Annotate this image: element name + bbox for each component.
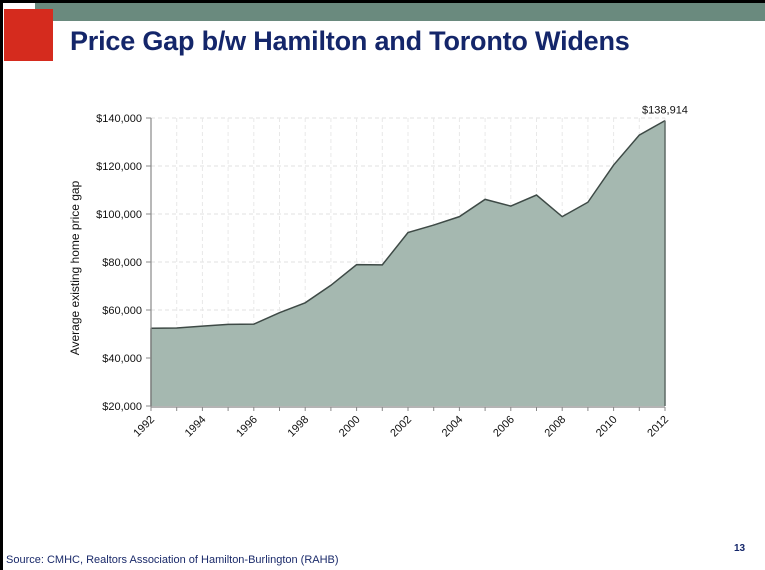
annotations: $138,914	[642, 105, 688, 117]
x-tick-label: 2008	[543, 414, 569, 440]
page-number: 13	[734, 543, 746, 554]
y-tick-label: $80,000	[102, 257, 142, 269]
y-tick-label: $120,000	[96, 161, 142, 173]
x-tick-label: 1998	[286, 414, 312, 440]
area-series	[150, 119, 666, 407]
x-tick-label: 2006	[491, 414, 517, 440]
accent-square	[4, 9, 53, 61]
area-fill	[151, 120, 665, 407]
y-axis-ticks: $20,000 $40,000 $60,000 $80,000 $100,000 $120…	[96, 113, 151, 413]
y-tick-label: $20,000	[102, 401, 142, 413]
x-tick-label: 2010	[594, 414, 620, 440]
source-note: Source: CMHC, Realtors Association of Ha…	[6, 554, 339, 566]
x-tick-label: 2012	[645, 414, 671, 440]
header-band	[35, 3, 765, 21]
x-tick-label: 1994	[183, 414, 209, 440]
y-tick-label: $140,000	[96, 113, 142, 125]
y-tick-label: $40,000	[102, 353, 142, 365]
x-tick-label: 1996	[234, 414, 260, 440]
y-axis-title: Average existing home price gap	[68, 180, 82, 355]
x-axis-ticks: 1992 1994 1996 1998 2000 2002 2004 2006 2008 2010…	[131, 407, 671, 439]
data-label: $138,914	[642, 105, 688, 117]
y-tick-label: $60,000	[102, 305, 142, 317]
x-tick-label: 2000	[337, 414, 363, 440]
top-border	[0, 0, 765, 3]
left-border	[0, 0, 3, 570]
slide-title: Price Gap b/w Hamilton and Toronto Widen…	[70, 26, 630, 56]
x-tick-label: 2002	[388, 414, 414, 440]
x-tick-label: 1992	[131, 414, 157, 440]
y-tick-label: $100,000	[96, 209, 142, 221]
x-tick-label: 2004	[440, 414, 466, 440]
